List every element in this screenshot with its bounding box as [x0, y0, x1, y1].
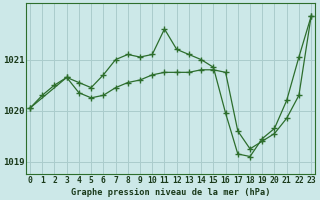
- X-axis label: Graphe pression niveau de la mer (hPa): Graphe pression niveau de la mer (hPa): [71, 188, 270, 197]
